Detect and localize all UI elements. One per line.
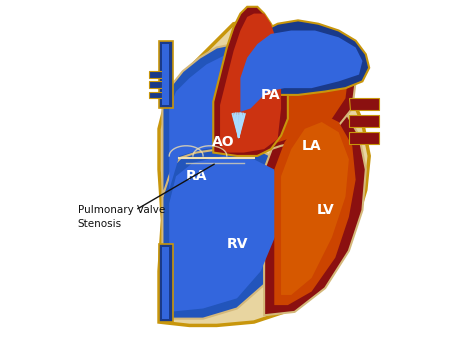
Polygon shape bbox=[163, 247, 169, 319]
Polygon shape bbox=[149, 71, 163, 78]
Polygon shape bbox=[233, 115, 245, 137]
Polygon shape bbox=[261, 34, 356, 153]
Polygon shape bbox=[349, 132, 379, 144]
Polygon shape bbox=[267, 44, 349, 146]
Polygon shape bbox=[149, 92, 163, 98]
Polygon shape bbox=[274, 112, 356, 305]
Polygon shape bbox=[149, 81, 163, 88]
Polygon shape bbox=[220, 14, 281, 153]
Polygon shape bbox=[163, 44, 169, 105]
Text: AO: AO bbox=[212, 135, 235, 149]
Polygon shape bbox=[163, 146, 291, 319]
Polygon shape bbox=[349, 115, 379, 127]
Polygon shape bbox=[281, 122, 349, 295]
Text: RA: RA bbox=[185, 169, 207, 183]
Polygon shape bbox=[349, 98, 379, 110]
Polygon shape bbox=[169, 54, 247, 190]
Polygon shape bbox=[237, 20, 369, 119]
Polygon shape bbox=[159, 41, 173, 108]
Polygon shape bbox=[213, 7, 288, 156]
Polygon shape bbox=[159, 20, 369, 325]
Polygon shape bbox=[240, 31, 363, 112]
Text: LA: LA bbox=[302, 139, 321, 153]
Polygon shape bbox=[163, 44, 254, 197]
Text: LV: LV bbox=[316, 203, 334, 217]
Polygon shape bbox=[159, 244, 173, 322]
Text: PA: PA bbox=[261, 88, 281, 102]
Text: RV: RV bbox=[226, 237, 248, 251]
Polygon shape bbox=[169, 156, 281, 312]
Text: Pulmonary Valve
Stenosis: Pulmonary Valve Stenosis bbox=[78, 205, 165, 228]
Polygon shape bbox=[264, 102, 366, 315]
